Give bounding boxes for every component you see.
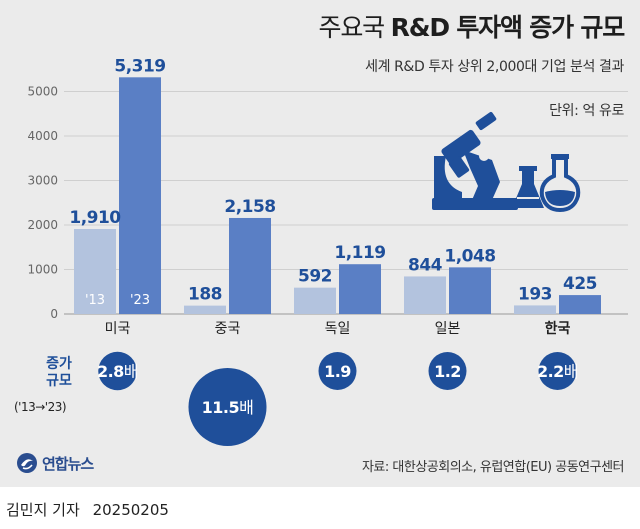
growth-bubble-label: 2.8배: [97, 362, 138, 381]
growth-bubble-label: 1.9: [324, 362, 351, 381]
y-tick-label: 2000: [27, 218, 58, 232]
bar: [119, 77, 161, 314]
y-tick-label: 5000: [27, 85, 58, 99]
category-labels: 미국 중국 독일 일본 한국: [105, 321, 571, 337]
bar: [404, 276, 446, 314]
in-bar-series-label: '23: [130, 293, 150, 308]
unit-label: 단위: 억 유로: [549, 103, 624, 119]
data-label: 1,910: [69, 208, 121, 228]
chart-title-light: 주요국: [318, 13, 386, 42]
data-label: 844: [408, 255, 443, 275]
growth-bubble-label: 2.2배: [537, 362, 578, 381]
chart-title-bold: R&D 투자액 증가 규모: [390, 13, 626, 42]
data-label: 193: [518, 284, 552, 304]
growth-label-line2: 규모: [46, 373, 72, 389]
growth-bubble: [428, 352, 467, 390]
bar: [294, 287, 336, 314]
data-label: 592: [298, 267, 332, 287]
byline-date: 20250205: [92, 501, 169, 519]
chart-title: 주요국 R&D 투자액 증가 규모: [318, 8, 626, 44]
x-tick-label: 한국: [545, 321, 571, 337]
data-label: 1,119: [334, 243, 385, 263]
byline-author: 김민지 기자: [6, 501, 80, 519]
chart-svg: 0 1000 2000 3000 4000 5000 1,910 '13 5,319 '23 18…: [27, 56, 628, 447]
in-bar-series-label: '13: [85, 293, 105, 308]
bars: [74, 77, 601, 314]
bar: [229, 217, 271, 314]
data-label: 5,319: [114, 56, 165, 76]
y-tick-label: 4000: [27, 129, 58, 143]
bar: [184, 305, 226, 314]
data-label: 2,158: [224, 197, 275, 217]
x-tick-label: 미국: [105, 321, 131, 337]
yonhap-logo-icon: [17, 453, 37, 473]
growth-bubbles: 2.8배 11.5배 1.9 1.2 2.2배: [97, 351, 579, 447]
data-label: 188: [188, 285, 222, 305]
growth-bubble-label: 1.2: [434, 362, 461, 381]
data-label: 1,048: [444, 246, 495, 266]
y-tick-label: 3000: [27, 174, 58, 188]
growth-period: ('13→'23): [14, 400, 67, 414]
bar: [74, 229, 116, 314]
byline: 김민지 기자 20250205: [6, 499, 169, 520]
bar: [514, 305, 556, 314]
x-tick-label: 중국: [215, 321, 241, 337]
yonhap-logo: 연합뉴스: [16, 452, 94, 474]
y-tick-label: 1000: [27, 263, 58, 277]
microscope-icon: [432, 111, 518, 210]
growth-bubble: [318, 352, 357, 390]
flask-icon: [512, 154, 581, 213]
y-axis-ticks: 0 1000 2000 3000 4000 5000: [27, 85, 58, 322]
bar: [449, 267, 491, 314]
growth-bubble: [98, 351, 137, 391]
growth-bubble-label: 11.5배: [202, 398, 254, 417]
infographic-card: 0 1000 2000 3000 4000 5000 1,910 '13 5,319 '23 18…: [0, 0, 640, 487]
x-tick-label: 일본: [435, 321, 461, 337]
y-tick-label: 0: [50, 307, 58, 321]
logo-text: 연합뉴스: [42, 454, 94, 473]
source-text: 자료: 대한상공회의소, 유럽연합(EU) 공동연구센터: [361, 460, 625, 475]
growth-bubble: [538, 352, 577, 390]
growth-bubble: [188, 367, 267, 447]
bar: [559, 295, 601, 314]
growth-section-label: 증가 규모: [36, 356, 82, 390]
data-label: 425: [563, 274, 597, 294]
chart-subtitle: 세계 R&D 투자 상위 2,000대 기업 분석 결과: [365, 59, 624, 75]
bar: [339, 264, 381, 314]
x-tick-label: 독일: [325, 321, 351, 337]
growth-label-line1: 증가: [46, 356, 72, 372]
